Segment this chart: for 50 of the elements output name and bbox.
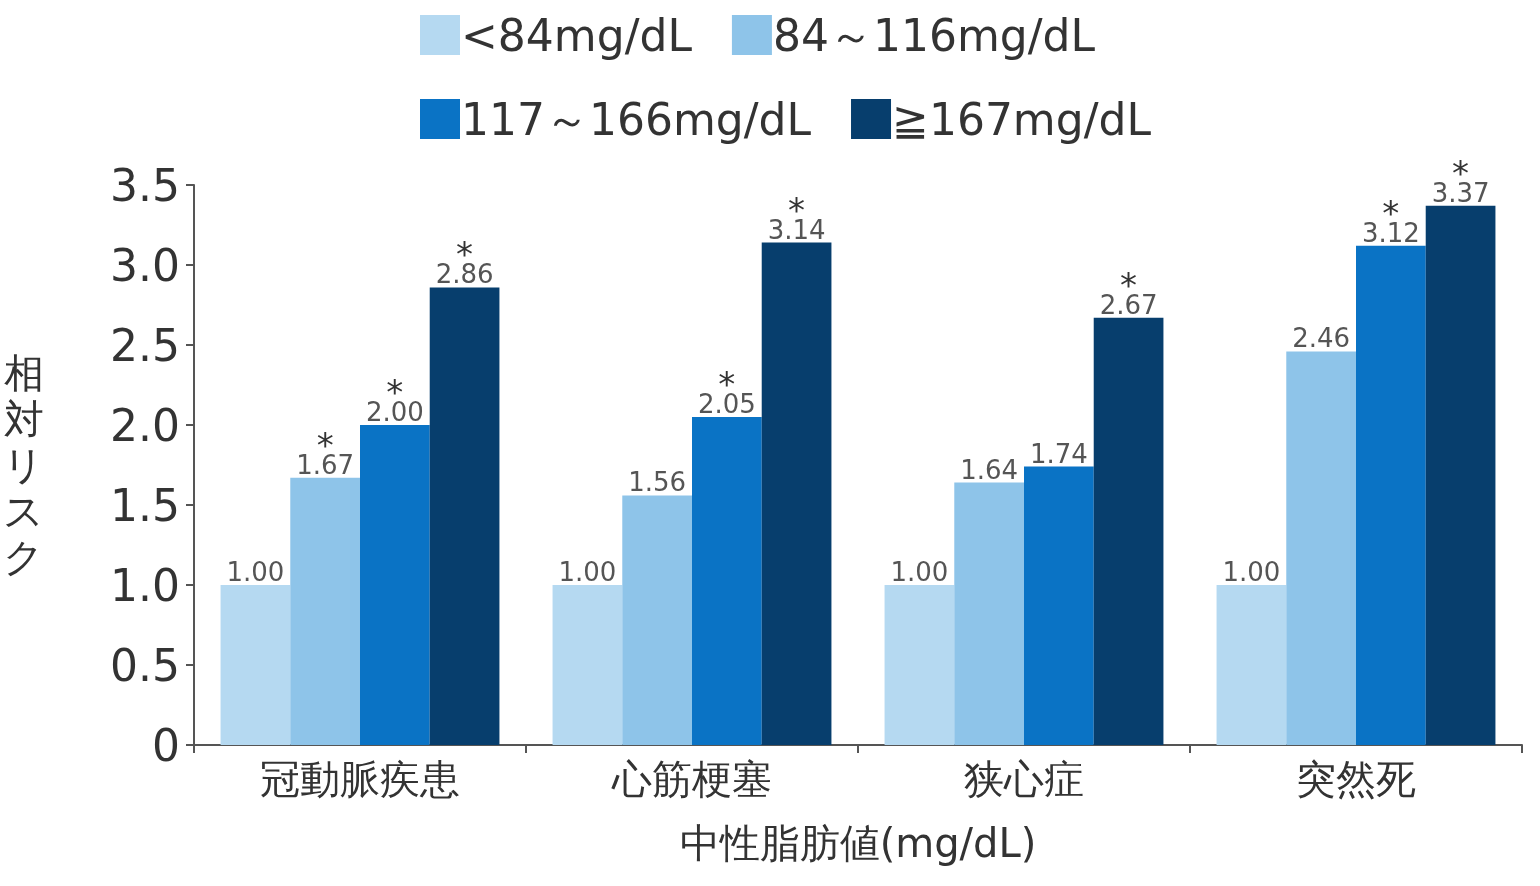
y-tick-label: 2.5 xyxy=(110,319,180,371)
data-label: 1.00 xyxy=(226,557,285,587)
bar xyxy=(429,287,500,745)
data-label: 2.46 xyxy=(1292,323,1351,354)
data-label: 1.74 xyxy=(1029,438,1088,469)
bar xyxy=(552,585,623,745)
x-tick-label: 突然死 xyxy=(1296,756,1416,802)
bar xyxy=(884,585,955,745)
bar xyxy=(954,482,1024,745)
data-label: * 2.67 xyxy=(1099,264,1158,320)
y-axis-title: 相対リスク xyxy=(3,350,44,580)
y-tick-label: 1.0 xyxy=(110,559,180,611)
data-label: 1.00 xyxy=(558,557,617,587)
x-tick-label: 狭心症 xyxy=(964,756,1084,802)
bar xyxy=(1093,317,1164,745)
legend-label: 84～116mg/dL xyxy=(772,9,1096,61)
bar xyxy=(692,417,762,745)
data-label: * 3.37 xyxy=(1431,152,1490,208)
legend-label: <84mg/dL xyxy=(461,9,693,61)
x-axis-title: 中性脂肪値(mg/dL) xyxy=(679,820,1037,866)
bar xyxy=(290,477,360,745)
bar xyxy=(360,425,430,745)
x-tick-label: 冠動脈疾患 xyxy=(260,756,460,802)
data-label: * 2.86 xyxy=(435,234,494,290)
y-tick-label: 1.5 xyxy=(110,479,180,531)
data-label: 1.00 xyxy=(890,557,949,587)
bar xyxy=(1024,466,1094,745)
y-tick-label: 2.0 xyxy=(110,399,180,451)
y-tick-label: 3.0 xyxy=(110,239,180,291)
bar xyxy=(220,585,291,745)
bar xyxy=(622,495,692,745)
bar xyxy=(761,242,832,745)
data-label: * 2.00 xyxy=(365,372,424,427)
data-label: * 2.05 xyxy=(697,364,756,419)
bar xyxy=(1286,351,1356,745)
data-label: * 1.67 xyxy=(296,424,355,480)
legend-label: 117～166mg/dL xyxy=(461,93,812,145)
x-tick-label: 心筋梗塞 xyxy=(611,756,772,802)
data-label: 1.64 xyxy=(960,454,1019,485)
data-label: * 3.14 xyxy=(767,189,826,245)
data-label: 1.00 xyxy=(1222,557,1281,587)
bar xyxy=(1356,245,1426,745)
y-tick-label: 0 xyxy=(152,719,180,771)
legend-label: ≧167mg/dL xyxy=(892,93,1152,145)
bar xyxy=(1425,205,1496,745)
bar xyxy=(1216,585,1287,745)
data-label: 1.56 xyxy=(628,467,687,498)
y-tick-label: 3.5 xyxy=(110,159,180,211)
data-label: * 3.12 xyxy=(1361,192,1420,248)
y-tick-label: 0.5 xyxy=(110,639,180,691)
